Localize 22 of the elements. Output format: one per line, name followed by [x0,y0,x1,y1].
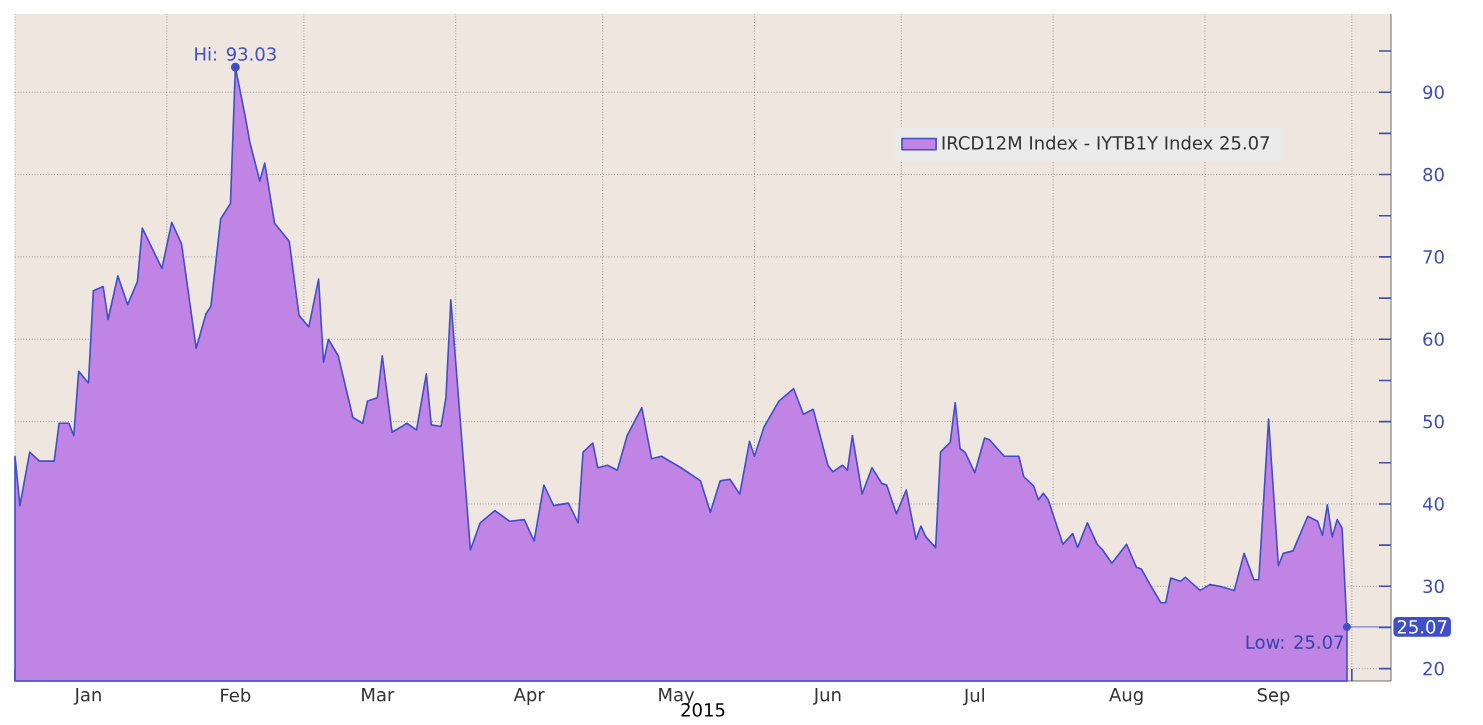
x-tick-label: Jul [962,688,984,706]
annotation: 25.07 [1397,620,1447,634]
x-tick-label: Jun [812,688,841,705]
y-tick-label: 40 [1422,497,1444,511]
legend-label: IRCD12M Index - IYTB1Y Index 25.07 [942,135,1269,150]
x-tick-label: Mar [362,688,395,702]
x-tick-label: Aug [1109,688,1143,705]
annotation: Low: 25.07 [1246,635,1343,649]
x-tick-label: Sep [1257,688,1290,706]
x-tick-label: Apr [513,688,545,705]
x-tick-label: Jan [73,688,101,705]
y-tick-label: 50 [1423,414,1444,429]
y-tick-label: 30 [1423,579,1444,594]
y-tick-label: 60 [1423,332,1444,347]
y-tick-label: 80 [1423,167,1444,182]
y-tick-label: 20 [1423,661,1444,676]
x-axis-title: 2015 [681,703,725,717]
y-tick-label: 70 [1423,250,1444,264]
x-tick-label: May [659,688,695,705]
y-tick-label: 90 [1423,85,1444,100]
x-tick-label: Feb [221,688,251,702]
annotation: Hi: 93.03 [195,46,276,61]
